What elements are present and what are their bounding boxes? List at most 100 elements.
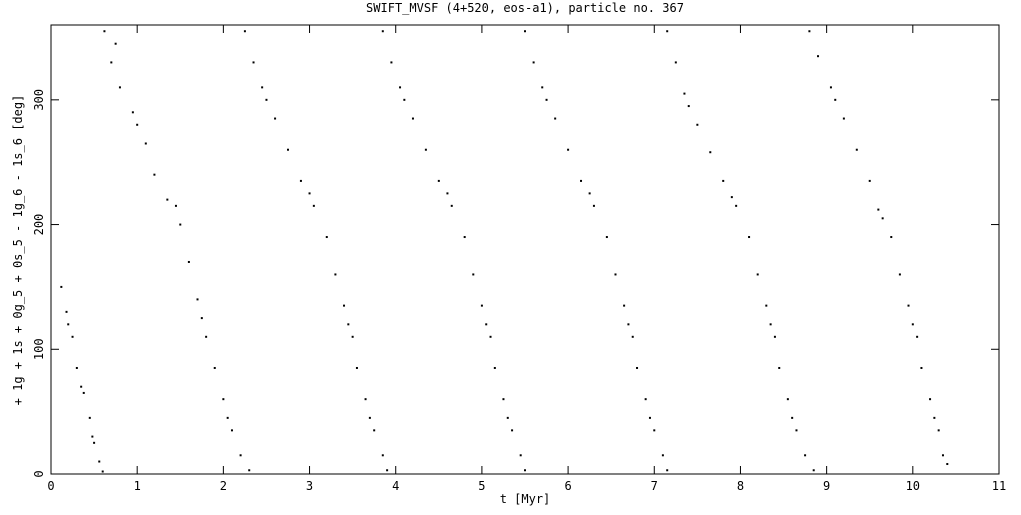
point [381, 454, 384, 457]
x-tick-label: 0 [47, 479, 54, 493]
point [855, 148, 858, 151]
point [287, 148, 289, 151]
point [791, 416, 794, 419]
point [524, 30, 526, 33]
point [265, 98, 268, 101]
point [868, 179, 871, 182]
point [390, 61, 393, 64]
point [299, 179, 302, 182]
point [373, 429, 376, 432]
point [424, 148, 427, 151]
point [502, 398, 505, 401]
point [179, 223, 182, 226]
y-tick-label: 100 [32, 338, 46, 360]
point [567, 148, 570, 151]
point [911, 323, 914, 326]
point [485, 323, 488, 326]
point [351, 335, 354, 338]
x-tick-label: 5 [478, 479, 485, 493]
point [67, 323, 70, 326]
point [343, 304, 346, 307]
point [75, 366, 78, 369]
y-tick-label: 0 [32, 470, 46, 477]
x-tick-label: 7 [651, 479, 658, 493]
point [399, 86, 402, 89]
point [411, 117, 414, 120]
point [631, 335, 634, 338]
point [205, 335, 208, 338]
point [709, 151, 712, 154]
x-tick-label: 9 [823, 479, 830, 493]
point [661, 454, 664, 457]
point [368, 416, 371, 419]
point [842, 117, 845, 120]
point [114, 42, 117, 45]
y-tick-label: 200 [32, 214, 46, 236]
point [881, 217, 884, 220]
x-tick-label: 3 [306, 479, 313, 493]
x-tick-label: 6 [564, 479, 571, 493]
point [243, 30, 246, 33]
point [230, 429, 233, 432]
point [450, 204, 453, 207]
point [91, 435, 94, 438]
y-tick-label: 300 [32, 89, 46, 111]
chart-title: SWIFT_MVSF (4+520, eos-a1), particle no.… [366, 1, 684, 15]
point [98, 460, 101, 463]
y-axis-label: + 1g + 1s + 0g_5 + 0s_5 - 1g_6 - 1s_6 [d… [11, 95, 25, 406]
point [364, 398, 367, 401]
point [920, 366, 923, 369]
point [463, 236, 466, 239]
point [804, 454, 807, 457]
point [666, 469, 669, 472]
point [541, 86, 544, 89]
point [144, 142, 147, 145]
point [778, 366, 781, 369]
point [580, 179, 583, 182]
point [545, 98, 548, 101]
point [907, 304, 910, 307]
point [101, 470, 104, 473]
point [200, 317, 203, 320]
point [605, 236, 608, 239]
point [136, 123, 139, 126]
point [187, 260, 190, 263]
point [653, 429, 656, 432]
point [437, 179, 440, 182]
point [93, 441, 96, 444]
point [524, 469, 526, 472]
x-tick-label: 4 [392, 479, 399, 493]
point [347, 323, 350, 326]
point [946, 463, 949, 466]
point [623, 304, 626, 307]
x-tick-label: 1 [134, 479, 141, 493]
point [941, 454, 944, 457]
point [153, 173, 156, 176]
point [765, 304, 768, 307]
point [933, 416, 936, 419]
point [648, 416, 651, 419]
point [65, 310, 68, 313]
plot-frame [50, 24, 1000, 475]
point [489, 335, 492, 338]
point [118, 86, 121, 89]
point [756, 273, 759, 276]
point [60, 285, 63, 288]
point [687, 105, 690, 108]
point [829, 86, 832, 89]
point [722, 179, 725, 182]
point [666, 30, 669, 33]
point [588, 192, 591, 195]
point [472, 273, 475, 276]
point [381, 30, 384, 33]
point [248, 469, 251, 472]
point [795, 429, 798, 432]
point [696, 123, 699, 126]
point [627, 323, 630, 326]
point [196, 298, 199, 301]
point [325, 236, 328, 239]
point [674, 61, 677, 64]
point [82, 391, 85, 394]
point [532, 61, 535, 64]
point [252, 61, 255, 64]
